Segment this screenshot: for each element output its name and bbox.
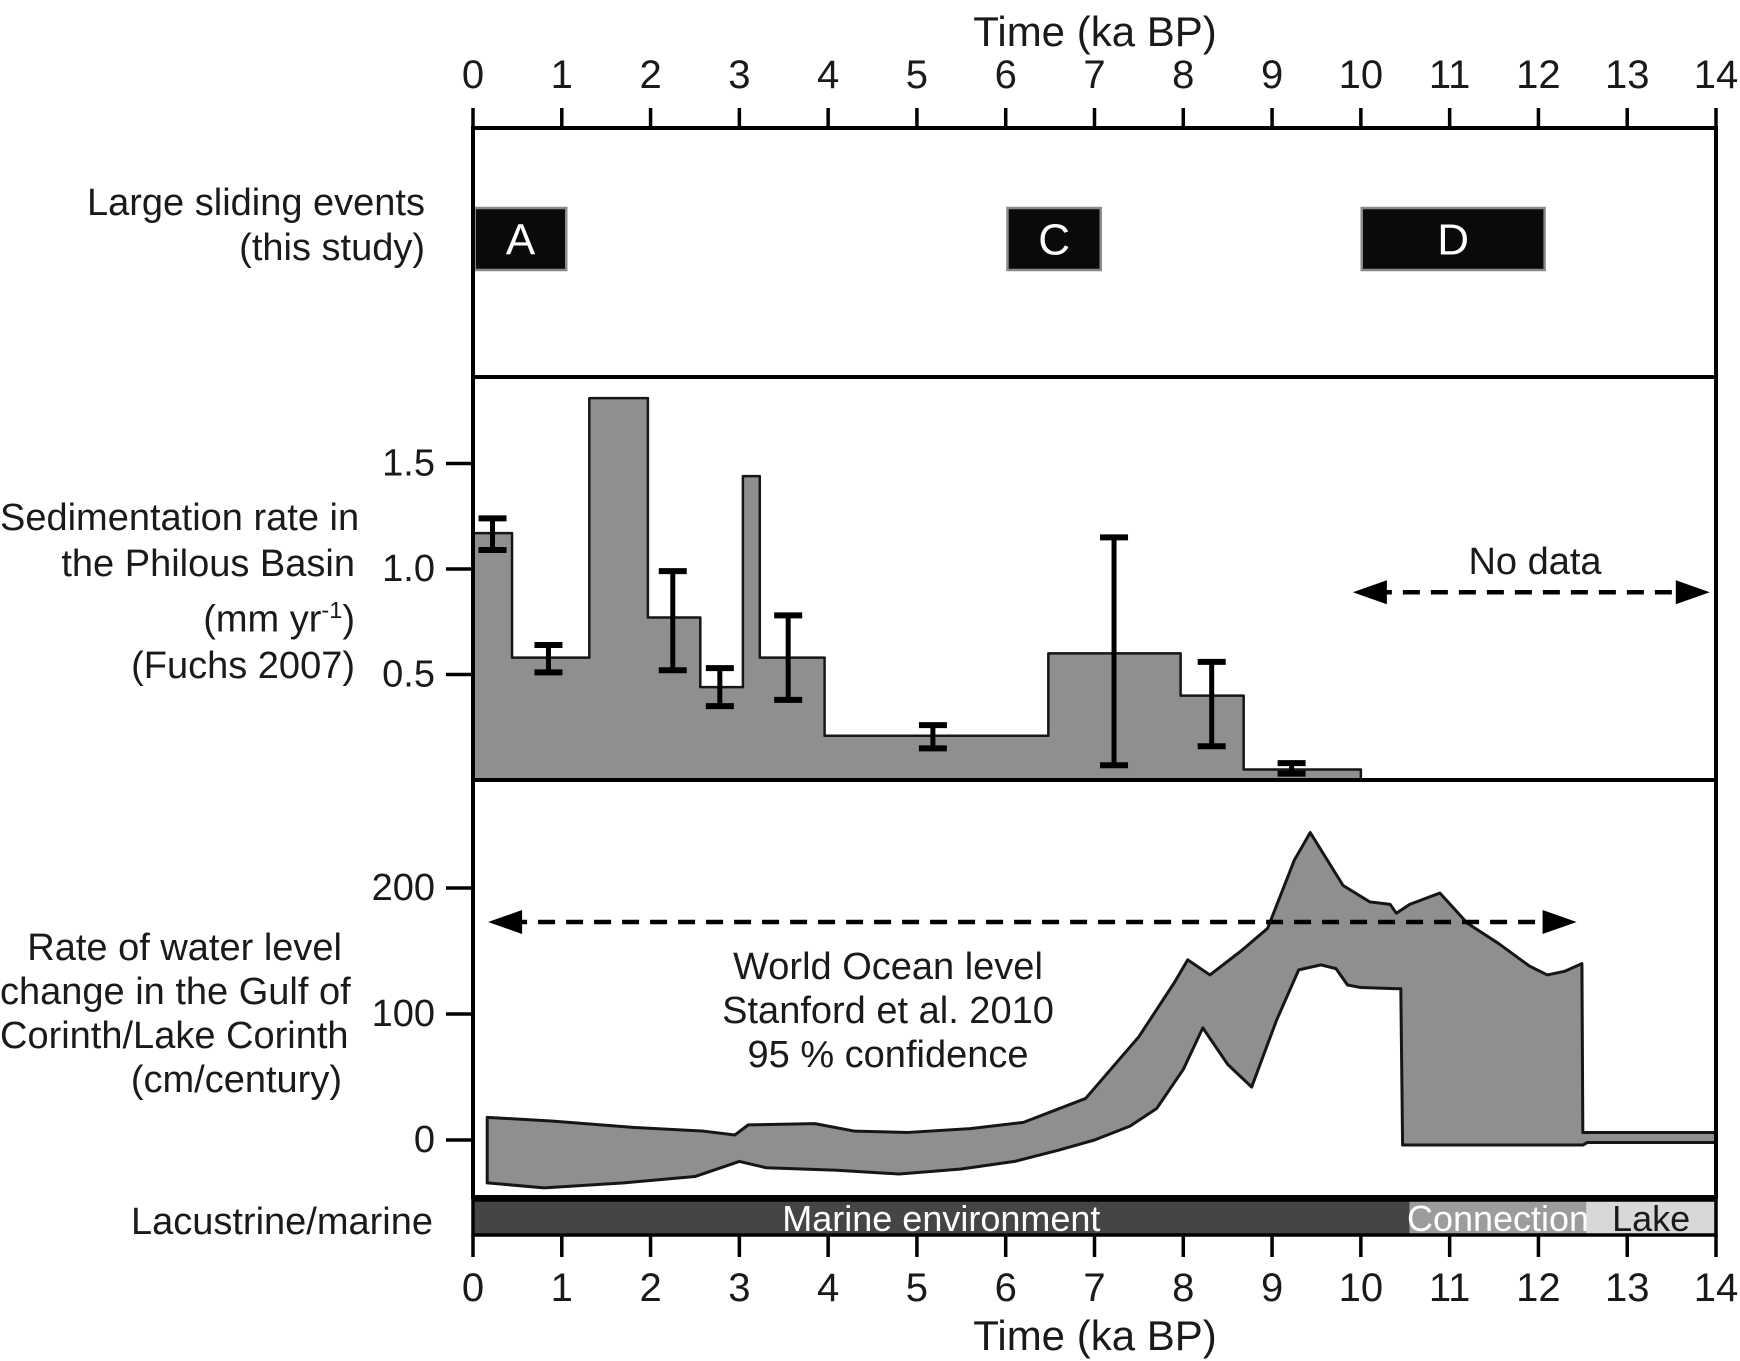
- sliding-events-label-line2: (this study): [239, 227, 425, 269]
- water-level-label-line3: Corinth/Lake Corinth: [0, 1015, 349, 1057]
- environment-segment-label-1: Connection: [1407, 1198, 1589, 1239]
- event-box-letter-A: A: [506, 216, 536, 265]
- top-axis-tick-label-5: 5: [906, 53, 928, 97]
- ocean-level-arrow-head-right: [1542, 910, 1577, 935]
- sedimentation-ytick-label-0.5: 0.5: [382, 654, 435, 696]
- bottom-axis-tick-label-0: 0: [462, 1266, 484, 1310]
- bottom-axis-tick-label-5: 5: [906, 1266, 928, 1310]
- ocean-level-annotation-line1: World Ocean level: [733, 946, 1043, 988]
- bottom-axis-tick-label-1: 1: [551, 1266, 573, 1310]
- top-axis-tick-label-2: 2: [639, 53, 661, 97]
- event-box-letter-D: D: [1437, 216, 1469, 265]
- event-box-C: [1006, 206, 1102, 272]
- water-level-ytick-label-200: 200: [372, 867, 435, 909]
- no-data-arrow-head-left: [1352, 580, 1387, 605]
- top-axis-tick-label-7: 7: [1083, 53, 1105, 97]
- top-axis-tick-label-9: 9: [1261, 53, 1283, 97]
- sedimentation-ytick-label-1.0: 1.0: [382, 548, 435, 590]
- sedimentation-label: Sedimentation rate in the Philous Basin …: [0, 495, 360, 689]
- bottom-axis-tick-label-13: 13: [1605, 1266, 1650, 1310]
- ocean-level-annotation-line3: 95 % confidence: [747, 1034, 1029, 1076]
- bottom-axis-tick-label-2: 2: [639, 1266, 661, 1310]
- top-axis-tick-label-0: 0: [462, 53, 484, 97]
- bottom-axis-tick-label-12: 12: [1516, 1266, 1561, 1310]
- sedimentation-step-area: [471, 396, 1363, 782]
- environment-segment-1: [1409, 1200, 1587, 1235]
- top-axis-tick-label-12: 12: [1516, 53, 1561, 97]
- bottom-axis-tick-label-6: 6: [995, 1266, 1017, 1310]
- bottom-axis-tick-label-7: 7: [1083, 1266, 1105, 1310]
- sedimentation-label-source: (Fuchs 2007): [131, 644, 355, 687]
- top-axis-tick-label-6: 6: [995, 53, 1017, 97]
- event-box-letter-C: C: [1038, 216, 1070, 265]
- bottom-axis-tick-label-14: 14: [1694, 1266, 1739, 1310]
- top-axis-tick-label-11: 11: [1429, 53, 1471, 97]
- bottom-axis-tick-label-9: 9: [1261, 1266, 1283, 1310]
- water-level-label: Rate of water level change in the Gulf o…: [0, 926, 351, 1102]
- no-data-label: No data: [1468, 541, 1602, 583]
- ocean-level-annotation: World Ocean level Stanford et al. 2010 9…: [588, 945, 1188, 1077]
- ocean-level-annotation-line2: Stanford et al. 2010: [722, 990, 1054, 1032]
- no-data-arrow-head-right: [1675, 580, 1710, 605]
- water-level-label-line1: Rate of water level: [27, 927, 342, 969]
- water-level-label-units: (cm/century): [130, 1059, 342, 1101]
- ocean-level-arrow-head-left: [488, 910, 523, 935]
- bottom-axis-tick-label-10: 10: [1339, 1266, 1384, 1310]
- bottom-axis-title: Time (ka BP): [973, 1312, 1217, 1359]
- top-axis-tick-label-1: 1: [551, 53, 573, 97]
- environment-segment-label-2: Lake: [1612, 1198, 1690, 1239]
- sedimentation-label-units: (mm yr-1): [203, 597, 355, 641]
- top-axis-tick-label-14: 14: [1694, 53, 1739, 97]
- top-axis-tick-label-10: 10: [1339, 53, 1384, 97]
- top-axis-title: Time (ka BP): [973, 8, 1217, 55]
- environment-segment-0: [473, 1200, 1410, 1235]
- top-axis-tick-label-8: 8: [1172, 53, 1194, 97]
- bottom-axis-tick-label-4: 4: [817, 1266, 839, 1310]
- top-axis-tick-label-3: 3: [728, 53, 750, 97]
- panel-frame-bottom: [471, 778, 1718, 1199]
- top-axis-tick-label-13: 13: [1605, 53, 1650, 97]
- sedimentation-ytick-label-1.5: 1.5: [382, 443, 435, 485]
- water-level-label-line2: change in the Gulf of: [0, 971, 351, 1013]
- bottom-axis-tick-label-11: 11: [1429, 1266, 1471, 1310]
- bottom-axis-tick-label-3: 3: [728, 1266, 750, 1310]
- environment-segment-2: [1586, 1200, 1716, 1235]
- sedimentation-label-line1: Sedimentation rate in: [0, 497, 360, 539]
- sliding-events-label-line1: Large sliding events: [87, 182, 425, 224]
- water-level-ytick-label-100: 100: [372, 993, 435, 1035]
- environment-segment-label-0: Marine environment: [782, 1198, 1100, 1239]
- event-box-D: [1360, 206, 1546, 272]
- top-axis-tick-label-4: 4: [817, 53, 839, 97]
- bottom-axis-tick-label-8: 8: [1172, 1266, 1194, 1310]
- environment-label: Lacustrine/marine: [130, 1201, 433, 1243]
- sliding-events-label: Large sliding events (this study): [0, 181, 425, 271]
- water-level-ytick-label-0: 0: [414, 1119, 435, 1161]
- sedimentation-label-line2: the Philous Basin: [61, 543, 355, 585]
